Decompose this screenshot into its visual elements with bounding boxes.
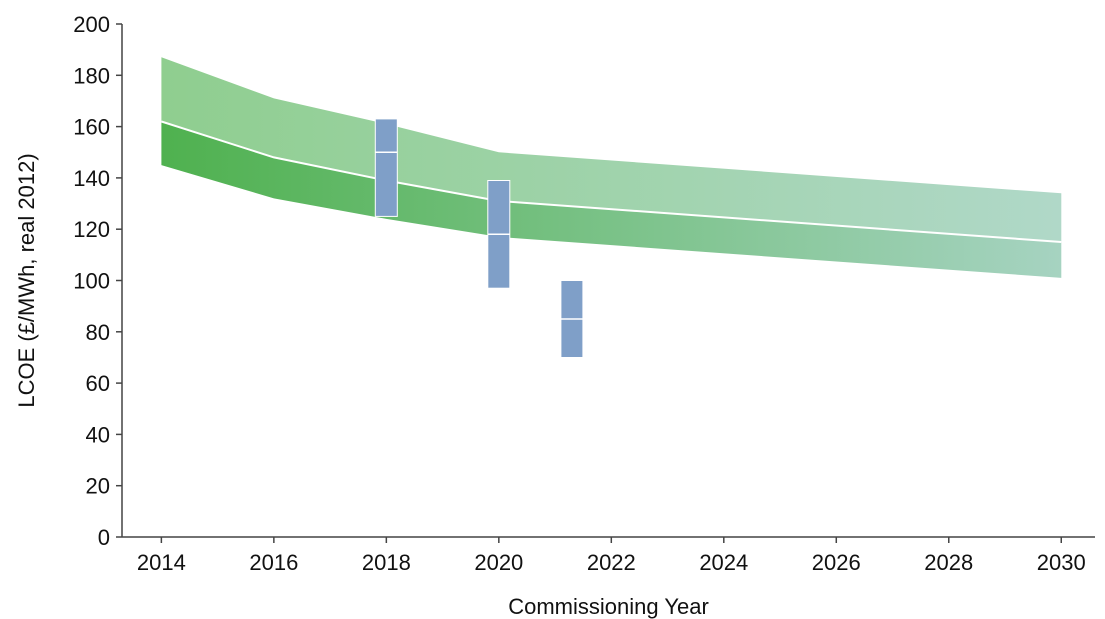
- y-tick-label: 40: [86, 422, 110, 447]
- y-tick-label: 140: [73, 166, 110, 191]
- axes: 0 20 40 60 80 100 120 140 160 180 200 2014 2016 2018 2…: [73, 12, 1095, 575]
- y-tick-label: 0: [98, 525, 110, 550]
- band-layer: [161, 57, 1062, 278]
- y-tick-label: 160: [73, 115, 110, 140]
- x-tick-label: 2016: [249, 550, 298, 575]
- range-bar-1: [374, 118, 398, 217]
- y-tick-label: 120: [73, 217, 110, 242]
- x-tick-label: 2014: [137, 550, 186, 575]
- lcoe-band-1: [161, 57, 1062, 242]
- y-tick-label: 100: [73, 269, 110, 294]
- x-tick-label: 2024: [699, 550, 748, 575]
- y-axis-title: LCOE (£/MWh, real 2012): [14, 153, 39, 407]
- x-tick-label: 2028: [924, 550, 973, 575]
- x-tick-label: 2020: [474, 550, 523, 575]
- x-tick-label: 2030: [1037, 550, 1086, 575]
- x-tick-label: 2018: [362, 550, 411, 575]
- y-tick-label: 20: [86, 474, 110, 499]
- x-axis-title: Commissioning Year: [508, 594, 709, 619]
- y-tick-label: 180: [73, 63, 110, 88]
- y-tick-label: 200: [73, 12, 110, 37]
- x-tick-label: 2026: [812, 550, 861, 575]
- range-bar-layer: [374, 118, 584, 358]
- y-tick-label: 60: [86, 371, 110, 396]
- x-tick-label: 2022: [587, 550, 636, 575]
- y-tick-label: 80: [86, 320, 110, 345]
- lcoe-band-2: [161, 121, 1062, 278]
